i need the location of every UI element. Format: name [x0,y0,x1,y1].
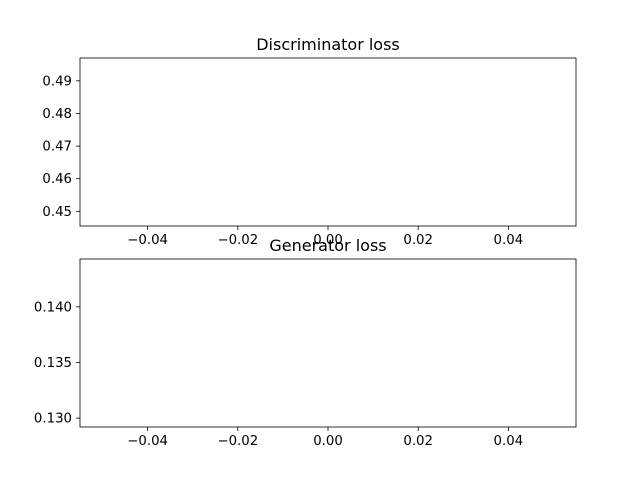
generator-xtick-label: −0.04 [127,434,168,449]
generator-xtick-label: 0.00 [313,434,343,449]
generator-xtick-label: 0.04 [494,434,524,449]
discriminator-xtick-label: −0.02 [217,233,258,248]
generator-ytick-label: 0.130 [34,412,72,427]
discriminator-xtick-label: 0.04 [494,233,524,248]
discriminator-ytick-label: 0.46 [42,172,72,187]
discriminator-title: Discriminator loss [256,35,400,54]
discriminator-ytick-label: 0.48 [42,107,72,122]
discriminator-ytick-label: 0.49 [42,74,72,89]
discriminator-ytick-label: 0.47 [42,140,72,155]
generator-title: Generator loss [269,236,386,255]
discriminator-xtick-label: −0.04 [127,233,168,248]
discriminator-ytick-label: 0.45 [42,205,72,220]
generator-ytick-label: 0.135 [34,356,72,371]
generator-xtick-label: 0.02 [403,434,433,449]
discriminator-xtick-label: 0.02 [403,233,433,248]
generator-axes-frame [79,258,577,428]
discriminator-axes-frame [79,57,577,227]
generator-xtick-label: −0.02 [217,434,258,449]
generator-ytick-label: 0.140 [34,300,72,315]
discriminator-xtick-label: 0.00 [313,233,343,248]
